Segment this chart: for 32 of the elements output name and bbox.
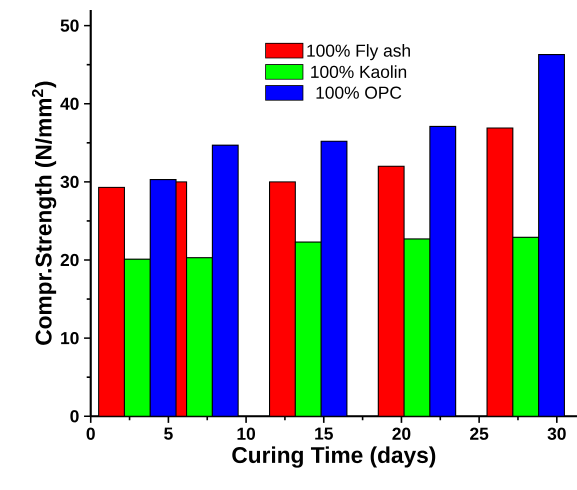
bar: [269, 181, 296, 416]
x-tick-label: 15: [315, 427, 333, 440]
bar: [404, 238, 430, 416]
legend-label: 100% Fly ash: [307, 44, 410, 60]
y-tick-label: 0: [70, 410, 79, 422]
y-tick-label: 10: [61, 332, 79, 344]
y-axis-title: Compr.Strength (N/mm$^{2}$): [32, 81, 56, 345]
x-tick-label: 10: [238, 427, 256, 440]
x-axis-title: Curing Time (days): [232, 446, 436, 468]
bar: [486, 127, 514, 416]
bar: [320, 140, 348, 416]
x-tick-label: 5: [164, 427, 173, 440]
legend-label: 100% Kaolin: [311, 65, 406, 78]
legend-label: 100% OPC: [316, 86, 402, 99]
bar: [429, 126, 456, 416]
bar: [150, 178, 177, 416]
bar: [212, 144, 239, 416]
y-tick-label: 20: [60, 254, 79, 266]
bar: [512, 236, 540, 416]
bar: [294, 241, 322, 416]
bar: [124, 258, 151, 416]
y-tick-label: 40: [60, 97, 79, 110]
bar: [98, 186, 125, 416]
x-tick-label: 20: [392, 427, 410, 440]
y-tick-label: 50: [60, 19, 79, 32]
x-tick-label: 30: [548, 427, 566, 440]
y-tick-label: 30: [60, 176, 79, 188]
x-tick-label: 0: [86, 427, 95, 440]
bar: [378, 166, 405, 416]
x-tick-label: 25: [470, 427, 488, 440]
bar: [538, 54, 565, 416]
bar: [186, 256, 213, 416]
